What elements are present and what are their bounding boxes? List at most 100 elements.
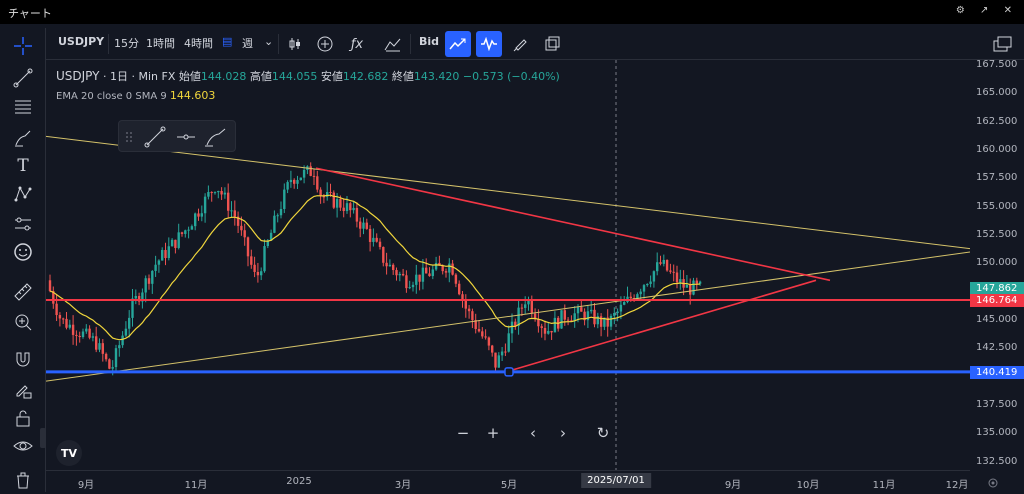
- price-tag-last: 147.862: [970, 281, 1024, 295]
- candle-body: [81, 331, 85, 338]
- layout-icon[interactable]: [990, 31, 1016, 57]
- candle-body: [451, 263, 454, 275]
- candle-body: [230, 210, 233, 212]
- time-label: 11月: [872, 480, 896, 491]
- eye-icon[interactable]: [11, 434, 35, 458]
- fib-icon[interactable]: [11, 94, 35, 118]
- chevron-down-icon[interactable]: ⌄: [264, 35, 274, 48]
- candle-body: [299, 177, 302, 181]
- price-chart[interactable]: [45, 60, 971, 470]
- calendar-icon[interactable]: ▤: [222, 35, 233, 48]
- scroll-right-button[interactable]: ›: [560, 424, 566, 442]
- long-trendline-upper: [45, 135, 971, 250]
- candle-body: [141, 292, 144, 302]
- trend-toggle-icon[interactable]: [445, 31, 471, 57]
- pattern-icon[interactable]: [11, 182, 35, 206]
- pulse-toggle-icon[interactable]: [476, 31, 502, 57]
- magnet-icon[interactable]: [11, 348, 35, 372]
- brush-icon[interactable]: [11, 126, 35, 150]
- bid-button[interactable]: Bid: [419, 35, 440, 48]
- price-label: 142.500: [976, 342, 1018, 354]
- window-controls[interactable]: ⚙ ↗ ✕: [955, 5, 1018, 16]
- zoom-out-button[interactable]: −: [456, 424, 470, 442]
- candle-body: [174, 239, 177, 248]
- candle-body: [197, 213, 200, 217]
- candle-body: [207, 192, 210, 197]
- indicator-legend[interactable]: EMA 20 close 0 SMA 9 144.603: [56, 89, 215, 102]
- candle-body: [137, 296, 141, 302]
- open-value: 144.028: [200, 70, 247, 83]
- price-label: 135.000: [976, 427, 1018, 439]
- interval-week-button[interactable]: 週: [242, 37, 253, 50]
- candle-body: [88, 328, 91, 338]
- candle-body: [613, 312, 616, 316]
- candle-body: [576, 307, 580, 314]
- text-icon[interactable]: T: [17, 156, 29, 176]
- legend-symbol[interactable]: USDJPY: [56, 69, 100, 83]
- interval-15m-button[interactable]: 15分: [114, 37, 139, 50]
- compare-plus-icon[interactable]: [312, 31, 338, 57]
- candle-body: [560, 310, 563, 329]
- time-axis[interactable]: 9月 11月 2025 3月 5月 9月 10月 11月 12月 2025/07/01: [46, 470, 970, 492]
- crosshair-icon[interactable]: [11, 34, 35, 58]
- candle-body: [659, 262, 662, 264]
- candle-body: [603, 317, 606, 327]
- candle-body: [431, 269, 434, 277]
- candle-body: [289, 179, 293, 183]
- candle-body: [573, 313, 576, 321]
- candle-body: [329, 191, 332, 193]
- candle-body: [580, 307, 583, 312]
- gear-icon[interactable]: [986, 475, 1000, 489]
- price-tag-red: 146.764: [970, 293, 1024, 307]
- candle-body: [507, 333, 510, 352]
- lock-pen-icon[interactable]: [11, 378, 35, 402]
- copy-layout-icon[interactable]: [539, 31, 565, 57]
- trash-icon[interactable]: [11, 468, 35, 492]
- candle-body: [71, 324, 75, 335]
- candle-body: [352, 207, 355, 211]
- candle-body: [273, 215, 276, 233]
- candle-body: [382, 246, 385, 263]
- price-axis[interactable]: 167.500 165.000 162.500 160.000 157.500 155.0…: [970, 59, 1024, 470]
- candle-body: [609, 315, 613, 327]
- chart-pane[interactable]: USDJPY · 1日 · Min FX 始値144.028 高値144.055…: [45, 60, 971, 470]
- candle-body: [52, 291, 55, 304]
- low-value: 142.682: [342, 70, 389, 83]
- trendline-icon[interactable]: [11, 66, 35, 90]
- reset-chart-button[interactable]: ↻: [596, 424, 610, 442]
- zoom-in-button[interactable]: +: [486, 424, 500, 442]
- candle-body: [170, 239, 174, 247]
- candle-body: [91, 336, 95, 338]
- emoji-icon[interactable]: [11, 240, 35, 264]
- candle-body: [474, 320, 477, 330]
- scroll-left-button[interactable]: ‹: [530, 424, 536, 442]
- candle-body: [114, 348, 118, 368]
- candle-body: [471, 311, 474, 321]
- zoom-icon[interactable]: [11, 310, 35, 334]
- indicators-icon[interactable]: ƒx: [350, 36, 364, 52]
- toolbar-collapse-handle[interactable]: [40, 428, 46, 448]
- candle-body: [550, 330, 553, 333]
- time-label: 12月: [945, 480, 969, 491]
- templates-icon[interactable]: [380, 31, 406, 57]
- candles-icon[interactable]: [282, 31, 308, 57]
- candle-body: [190, 226, 194, 230]
- prediction-icon[interactable]: [11, 212, 35, 236]
- candle-body: [161, 249, 164, 261]
- paint-icon[interactable]: [507, 31, 533, 57]
- candle-body: [260, 271, 263, 276]
- symbol-search-button[interactable]: USDJPY: [58, 35, 105, 48]
- ruler-icon[interactable]: [11, 280, 35, 304]
- close-label: 終値: [391, 70, 414, 83]
- lock-icon[interactable]: [11, 406, 35, 430]
- interval-1h-button[interactable]: 1時間: [146, 37, 175, 50]
- crosshair-time-label: 2025/07/01: [581, 473, 651, 488]
- interval-4h-button[interactable]: 4時間: [184, 37, 213, 50]
- open-label: 始値: [178, 70, 201, 83]
- price-label: 132.500: [976, 455, 1018, 467]
- candle-body: [223, 192, 227, 195]
- candle-body: [157, 260, 161, 265]
- candle-body: [636, 294, 639, 300]
- candle-body: [213, 192, 217, 194]
- time-label: 11月: [184, 480, 208, 491]
